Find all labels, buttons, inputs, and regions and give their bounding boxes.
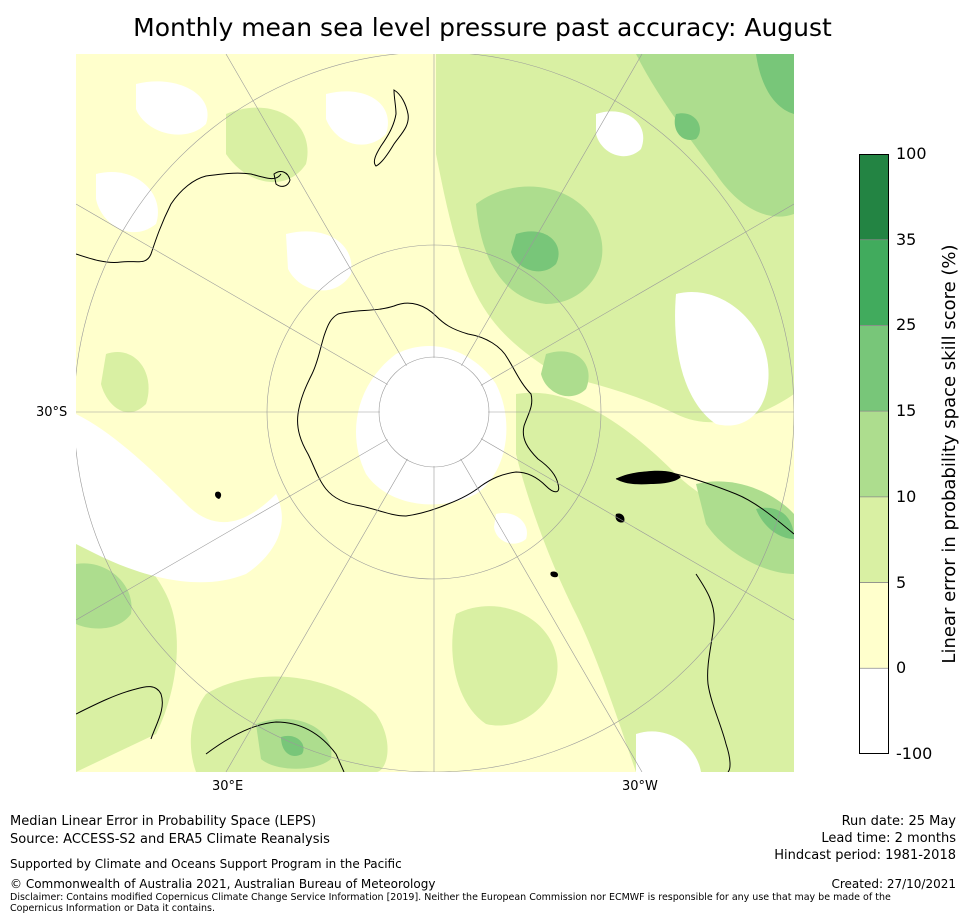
colorbar xyxy=(859,154,889,754)
footer-run-date: Run date: 25 May xyxy=(841,814,956,829)
colorbar-tick-label: 35 xyxy=(896,229,917,249)
australia-coastline xyxy=(76,172,282,263)
south-georgia-coastline xyxy=(616,470,681,485)
colorbar-band xyxy=(859,325,889,412)
footer-lead-time: Lead time: 2 months xyxy=(821,831,956,846)
label-30s: 30°S xyxy=(36,405,68,420)
skill-field-15-25 xyxy=(281,54,794,757)
island-marker xyxy=(215,491,222,499)
colorbar-tick-label: 25 xyxy=(896,315,917,335)
page-title: Monthly mean sea level pressure past acc… xyxy=(133,13,832,42)
island-marker-2 xyxy=(550,571,559,578)
colorbar-tick-label: -100 xyxy=(896,744,933,763)
colorbar-band xyxy=(859,154,889,240)
polar-map xyxy=(76,54,794,772)
label-30e: 30°E xyxy=(212,779,244,794)
colorbar-band xyxy=(859,582,889,669)
footer-source: Source: ACCESS-S2 and ERA5 Climate Reana… xyxy=(10,832,330,847)
tasmania-coastline xyxy=(273,171,291,187)
skill-field-10-15 xyxy=(76,54,794,769)
colorbar-tick-label: 15 xyxy=(896,401,917,421)
footer-hindcast: Hindcast period: 1981-2018 xyxy=(774,848,956,863)
antarctica-coastline xyxy=(297,302,560,517)
footer-support: Supported by Climate and Oceans Support … xyxy=(10,857,402,871)
colorbar-band xyxy=(859,411,889,497)
footer-disclaimer: Disclaimer: Contains modified Copernicus… xyxy=(10,892,891,914)
colorbar-tick-label: 10 xyxy=(896,486,917,506)
colorbar-tick-label: 5 xyxy=(896,572,907,592)
colorbar-title: Linear error in probability space skill … xyxy=(939,244,960,664)
label-30w: 30°W xyxy=(622,779,658,794)
colorbar-band xyxy=(859,668,889,754)
footer-created: Created: 27/10/2021 xyxy=(831,877,956,891)
africa-coastline xyxy=(76,686,345,772)
colorbar-tick-label: 0 xyxy=(896,658,907,678)
new-zealand-coastline xyxy=(373,89,409,167)
pole-no-data xyxy=(380,358,488,466)
colorbar-tick-label: 100 xyxy=(896,144,927,163)
colorbar-band xyxy=(859,496,889,583)
footer-leps: Median Linear Error in Probability Space… xyxy=(10,814,317,829)
colorbar-band xyxy=(859,239,889,326)
footer-copyright: © Commonwealth of Australia 2021, Austra… xyxy=(10,877,436,891)
